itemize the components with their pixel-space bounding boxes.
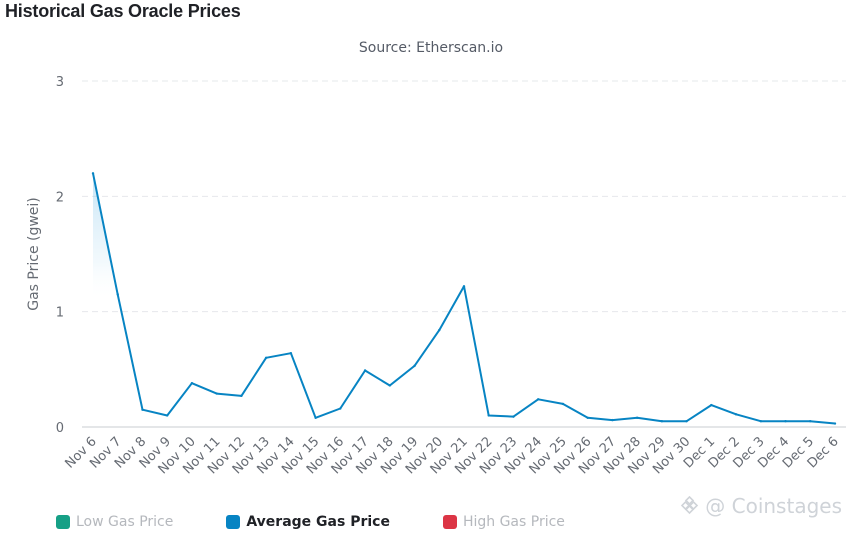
data-point <box>264 356 268 359</box>
data-point <box>462 285 466 288</box>
watermark-text: @ Coinstages <box>705 494 842 518</box>
binance-square-icon <box>681 496 699 515</box>
data-point <box>660 420 664 423</box>
y-tick-label: 2 <box>56 190 64 205</box>
chart-title: Historical Gas Oracle Prices <box>5 1 241 21</box>
high-gas-swatch-icon <box>442 515 457 529</box>
legend-item-low-gas-price[interactable]: Low Gas Price <box>56 514 173 530</box>
legend-label-high: High Gas Price <box>462 514 565 530</box>
data-point <box>91 172 95 175</box>
data-point <box>784 420 787 423</box>
low-gas-swatch-icon <box>56 515 70 529</box>
data-point <box>734 413 738 416</box>
data-point <box>363 369 367 372</box>
y-tick-label: 0 <box>56 421 64 436</box>
data-point <box>586 416 589 419</box>
data-point <box>561 402 565 406</box>
data-point <box>339 407 342 410</box>
data-point <box>487 414 490 417</box>
data-point <box>141 408 144 411</box>
y-axis-label: Gas Price (gwei) <box>26 197 42 311</box>
data-point <box>537 398 540 401</box>
data-point <box>190 381 194 385</box>
data-point <box>611 418 614 422</box>
chart-legend: Low Gas Price Average Gas Price High Gas… <box>56 512 565 532</box>
data-point <box>388 384 391 387</box>
legend-item-high-gas-price[interactable]: High Gas Price <box>442 514 565 530</box>
data-point <box>413 364 416 368</box>
watermark: @ Coinstages <box>681 494 842 518</box>
data-point <box>759 420 762 423</box>
data-point <box>289 351 293 355</box>
data-point <box>166 414 169 417</box>
data-point <box>314 416 317 419</box>
y-tick-label: 1 <box>56 306 64 321</box>
data-point <box>710 403 713 407</box>
y-tick-label: 3 <box>56 75 64 90</box>
average-gas-swatch-icon <box>226 515 241 529</box>
data-point <box>240 394 243 398</box>
data-point <box>635 416 639 419</box>
legend-item-average-gas-price[interactable]: Average Gas Price <box>226 514 390 530</box>
chart-subtitle: Source: Etherscan.io <box>358 40 504 56</box>
data-point <box>438 328 441 332</box>
legend-label-average: Average Gas Price <box>246 514 390 530</box>
data-point <box>116 293 119 296</box>
data-point <box>833 422 837 425</box>
series-area-fill <box>93 173 835 427</box>
data-point <box>809 420 812 423</box>
data-point <box>512 415 515 418</box>
data-point <box>215 392 218 395</box>
legend-label-low: Low Gas Price <box>76 514 174 530</box>
data-point <box>685 420 688 423</box>
